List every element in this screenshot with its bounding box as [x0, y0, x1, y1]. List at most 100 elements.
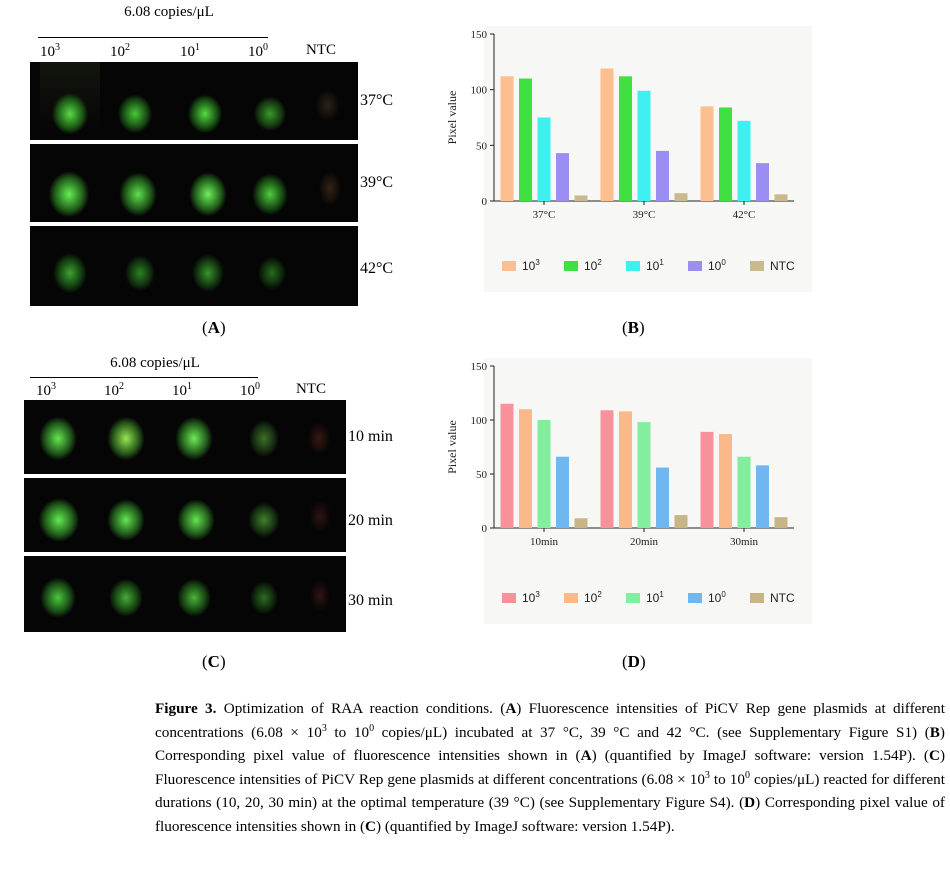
x-tick-label: 10min: [530, 536, 559, 548]
header-underline: [38, 37, 268, 38]
bar-D-10min-NTC: [574, 518, 588, 528]
y-axis-label: Pixel value: [445, 91, 459, 145]
lane-label-10e2: 102: [110, 42, 130, 60]
bar-B-42°C-10^1: [737, 120, 751, 201]
bar-B-37°C-10^0: [556, 153, 569, 201]
legend-swatch: [626, 593, 640, 603]
bar-B-42°C-10^2: [719, 107, 732, 201]
y-tick-label: 50: [476, 469, 488, 481]
photo-row-30min: [24, 556, 346, 632]
lane-label-10e0: 100: [248, 42, 268, 60]
bar-D-20min-10^1: [637, 422, 651, 528]
row-label-10min: 10 min: [348, 428, 393, 445]
bar-D-10min-10^3: [500, 403, 514, 528]
chart-d: 0 50 100 150 Pixel value 10min 20min 30min 103 10…: [445, 358, 812, 624]
bar-B-37°C-NTC: [574, 195, 588, 201]
bar-B-37°C-10^1: [537, 117, 551, 201]
lane-label-10e3: 103: [40, 42, 60, 60]
panel-label-c: (C): [202, 652, 226, 671]
header-underline: [30, 377, 258, 378]
y-tick-label: 0: [482, 523, 488, 535]
caption-title: Figure 3.: [155, 700, 217, 717]
lane-label-10e3: 103: [36, 381, 56, 399]
legend-swatch: [502, 593, 516, 603]
fluorescence-photo-c: [24, 400, 346, 632]
lane-label-10e1: 101: [180, 42, 200, 60]
bar-D-30min-10^3: [700, 431, 714, 528]
photo-row-39c: [30, 144, 358, 222]
bar-B-42°C-NTC: [774, 194, 788, 201]
photo-row-10min: [24, 400, 346, 474]
photo-row-42c: [30, 226, 358, 306]
panel-label-b: (B): [622, 318, 645, 337]
lane-label-10e2: 102: [104, 381, 124, 399]
bar-B-39°C-10^3: [600, 68, 614, 201]
bar-B-42°C-10^0: [756, 163, 769, 201]
panel-label-a: (A): [202, 318, 226, 337]
bar-D-10min-10^1: [537, 420, 551, 528]
lane-label-ntc: NTC: [306, 42, 336, 58]
legend-swatch: [688, 261, 702, 271]
figure-caption: Figure 3. Optimization of RAA reaction c…: [155, 700, 945, 835]
legend-label: NTC: [770, 591, 795, 605]
panel-label-d: (D): [622, 652, 646, 671]
bar-D-30min-10^0: [756, 465, 769, 528]
legend-label: 102: [584, 590, 602, 605]
y-tick-label: 0: [482, 196, 488, 208]
row-label-39c: 39°C: [360, 174, 394, 191]
photo-row-20min: [24, 478, 346, 552]
bar-D-10min-10^2: [519, 409, 532, 528]
x-tick-label: 30min: [730, 536, 759, 548]
legend-swatch: [750, 593, 764, 603]
x-tick-label: 37°C: [533, 209, 556, 221]
chart-b: 0 50 100 150 Pixel value 37°C 39°C 42°C 103 102 10…: [445, 26, 812, 292]
bar-D-20min-NTC: [674, 515, 688, 528]
bar-D-20min-10^0: [656, 467, 669, 528]
bar-B-39°C-NTC: [674, 193, 688, 201]
bar-B-39°C-10^2: [619, 76, 632, 201]
y-axis-label: Pixel value: [445, 420, 459, 474]
bar-D-20min-10^3: [600, 410, 614, 528]
bar-D-30min-NTC: [774, 517, 788, 528]
x-tick-label: 39°C: [633, 209, 656, 221]
concentration-header: 6.08 copies/μL: [124, 4, 214, 20]
concentration-header: 6.08 copies/μL: [110, 355, 200, 371]
bar-D-10min-10^0: [556, 456, 569, 528]
bar-B-42°C-10^3: [700, 106, 714, 201]
row-label-37c: 37°C: [360, 92, 394, 109]
x-tick-label: 42°C: [733, 209, 756, 221]
legend-swatch: [564, 261, 578, 271]
lane-label-10e0: 100: [240, 381, 260, 399]
bar-D-30min-10^2: [719, 434, 732, 528]
legend-label: 101: [646, 258, 664, 273]
legend-label: 103: [522, 590, 540, 605]
bar-B-39°C-10^0: [656, 150, 669, 201]
bar-B-37°C-10^2: [519, 78, 532, 201]
bar-D-20min-10^2: [619, 411, 632, 528]
legend-label: 102: [584, 258, 602, 273]
row-label-20min: 20 min: [348, 512, 393, 529]
lane-label-ntc: NTC: [296, 381, 326, 397]
fluorescence-photo-a: [30, 62, 358, 306]
legend-swatch: [688, 593, 702, 603]
lane-label-10e1: 101: [172, 381, 192, 399]
bar-D-30min-10^1: [737, 456, 751, 528]
legend-label: 100: [708, 258, 726, 273]
y-tick-label: 100: [471, 85, 488, 97]
y-tick-label: 150: [471, 361, 488, 373]
legend-swatch: [502, 261, 516, 271]
y-tick-label: 100: [471, 415, 488, 427]
row-label-42c: 42°C: [360, 260, 394, 277]
legend-swatch: [750, 261, 764, 271]
y-tick-label: 150: [471, 29, 488, 41]
bar-B-37°C-10^3: [500, 76, 514, 201]
legend-label: 100: [708, 590, 726, 605]
legend-label: 101: [646, 590, 664, 605]
legend-swatch: [564, 593, 578, 603]
row-label-30min: 30 min: [348, 592, 393, 609]
y-tick-label: 50: [476, 140, 488, 152]
x-tick-label: 20min: [630, 536, 659, 548]
legend-swatch: [626, 261, 640, 271]
legend-label: 103: [522, 258, 540, 273]
legend-label: NTC: [770, 259, 795, 273]
